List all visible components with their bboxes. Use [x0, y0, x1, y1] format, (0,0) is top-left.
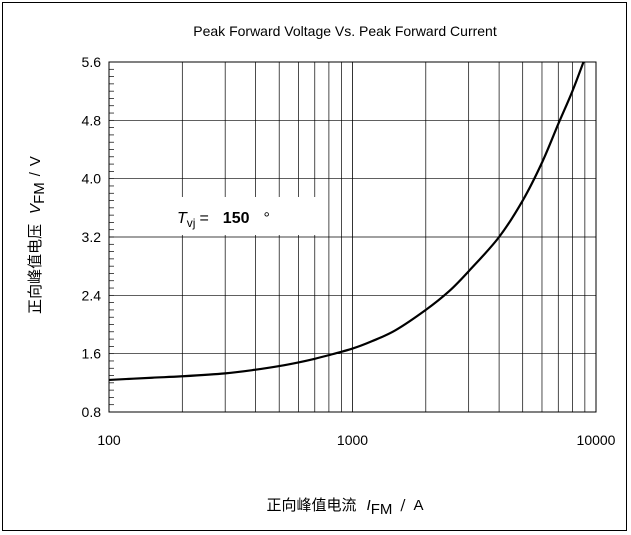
y-axis-label: 正向峰值电压VFM/V	[26, 156, 48, 314]
chart-title: Peak Forward Voltage Vs. Peak Forward Cu…	[193, 23, 497, 39]
x-axis-label-symbol: I	[367, 497, 371, 514]
y-tick-label: 4.8	[82, 112, 102, 128]
x-axis-label: 正向峰值电流 IFM / A	[267, 496, 424, 518]
y-axis-label-separator: /	[27, 171, 44, 176]
x-axis-label-subscript: FM	[371, 501, 393, 518]
annotation-tvj: Tvj = 150 °	[177, 210, 270, 230]
plot-border	[108, 61, 597, 413]
y-tick-label: 3.2	[82, 229, 102, 245]
annotation-symbol: T	[177, 210, 188, 227]
y-tick-label: 2.4	[82, 287, 102, 303]
annotation-subscript: vj	[187, 216, 196, 230]
series-line	[109, 62, 585, 382]
minor-ticks	[109, 61, 114, 413]
x-axis-label-unit: A	[413, 497, 423, 514]
y-tick-label: 4.0	[82, 171, 102, 187]
annotation-equals: =	[199, 210, 208, 227]
annotation-value: 150	[223, 210, 250, 227]
annotation-background	[160, 197, 328, 235]
y-tick-label: 1.6	[82, 346, 102, 362]
y-tick-label: 5.6	[82, 54, 102, 70]
x-tick-label: 1000	[337, 432, 368, 448]
x-tick-labels: 100 1000 10000	[97, 432, 615, 448]
y-axis-label-subscript: FM	[31, 182, 48, 204]
x-axis-label-cn: 正向峰值电流	[267, 496, 357, 514]
grid-lines	[109, 61, 596, 413]
y-axis-label-symbol: V	[27, 202, 44, 214]
annotation-unit: °	[264, 210, 270, 227]
y-axis-label-cn: 正向峰值电压	[26, 224, 44, 314]
chart-frame	[2, 2, 627, 531]
y-axis-label-unit: V	[27, 156, 44, 166]
y-tick-labels: 0.8 1.6 2.4 3.2 4.0 4.8 5.6	[82, 54, 102, 420]
x-tick-label: 100	[97, 432, 121, 448]
y-tick-label: 0.8	[82, 404, 102, 420]
x-tick-label: 10000	[577, 432, 616, 448]
x-axis-label-separator: /	[400, 496, 406, 514]
